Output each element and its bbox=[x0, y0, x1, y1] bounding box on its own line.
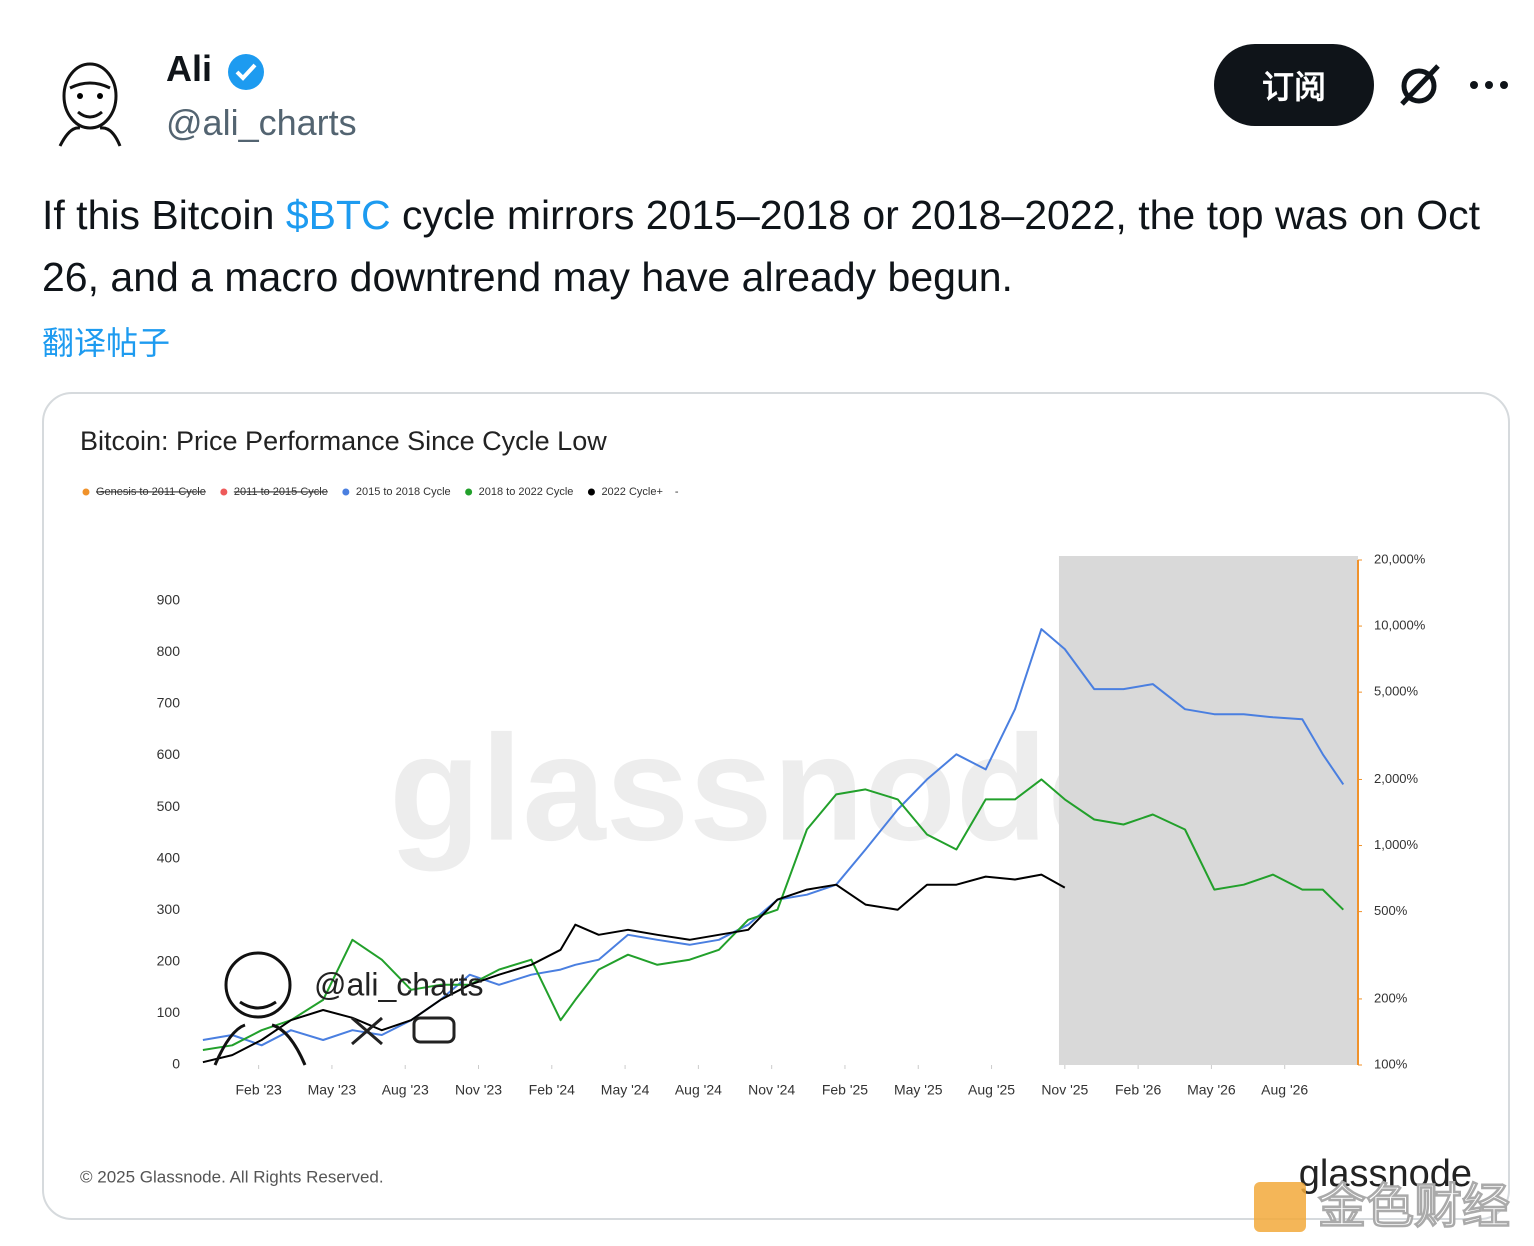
y-tick-label: 400 bbox=[157, 849, 181, 865]
series-line bbox=[202, 778, 1345, 1051]
y-tick-label: 100 bbox=[157, 1004, 181, 1020]
copyright: © 2025 Glassnode. All Rights Reserved. bbox=[80, 1167, 384, 1186]
legend-marker bbox=[82, 488, 90, 496]
y2-tick-label: 10,000% bbox=[1374, 618, 1426, 633]
image-card[interactable] bbox=[42, 392, 1510, 1220]
legend-marker bbox=[465, 488, 473, 496]
legend-entry[interactable]: Genesis to 2011 Cycle bbox=[96, 486, 206, 498]
x-tick-label: Aug '23 bbox=[382, 1082, 429, 1098]
user-name[interactable]: Ali bbox=[166, 48, 213, 89]
y2-tick-label: 500% bbox=[1374, 903, 1408, 918]
avatar[interactable] bbox=[40, 48, 150, 148]
y-tick-label: 700 bbox=[157, 695, 181, 711]
y2-tick-label: 100% bbox=[1374, 1056, 1408, 1071]
y2-tick-label: 2,000% bbox=[1374, 771, 1419, 786]
logo: glassnode bbox=[1299, 1153, 1472, 1195]
x-logo bbox=[351, 1016, 383, 1046]
translate-link[interactable]: 翻译帖子 bbox=[42, 325, 171, 361]
x-tick-label: Aug '25 bbox=[968, 1082, 1015, 1098]
x-tick-label: Feb '23 bbox=[236, 1082, 282, 1098]
legend-entry[interactable]: 2011 to 2015 Cycle bbox=[234, 486, 328, 498]
legend-marker bbox=[342, 488, 350, 496]
legend-entry[interactable]: 2015 to 2018 Cycle bbox=[356, 486, 451, 498]
x-tick-label: May '25 bbox=[894, 1082, 943, 1098]
verified-badge bbox=[228, 54, 264, 90]
y-tick-label: 600 bbox=[157, 746, 181, 762]
author-watermark-text: @ali_charts bbox=[314, 966, 483, 1002]
y2-tick-label: 200% bbox=[1374, 990, 1408, 1005]
more-icon[interactable] bbox=[1466, 72, 1512, 98]
legend-marker bbox=[220, 488, 228, 496]
x-tick-label: Nov '23 bbox=[455, 1082, 502, 1098]
x-tick-label: Feb '26 bbox=[1115, 1082, 1161, 1098]
x-tick-label: Nov '24 bbox=[748, 1082, 795, 1098]
author-watermark: @ali_charts bbox=[213, 951, 483, 1066]
x-tick-label: May '23 bbox=[308, 1082, 357, 1098]
x-tick-label: Feb '24 bbox=[529, 1082, 575, 1098]
watermark: glassnode bbox=[389, 704, 1131, 872]
x-tick-label: Feb '25 bbox=[822, 1082, 868, 1098]
avatar-sketch bbox=[213, 1000, 307, 1066]
y-tick-label: 900 bbox=[157, 591, 181, 607]
grok-icon[interactable] bbox=[1394, 60, 1444, 110]
legend-entry[interactable]: 2018 to 2022 Cycle bbox=[479, 486, 574, 498]
y-tick-label: 300 bbox=[157, 901, 181, 917]
x-tick-label: Nov '25 bbox=[1041, 1082, 1088, 1098]
subscribe-button[interactable]: 订阅 bbox=[1214, 44, 1374, 126]
y-tick-label: 200 bbox=[157, 953, 181, 969]
user-handle[interactable]: @ali_charts bbox=[166, 102, 357, 143]
yt-logo bbox=[412, 1016, 456, 1044]
x-tick-label: May '24 bbox=[601, 1082, 650, 1098]
text: cycle mirrors 2015–2018 or 2018–2022, th… bbox=[42, 192, 1481, 300]
cashtag[interactable]: $BTC bbox=[285, 192, 391, 238]
avatar-sketch bbox=[224, 951, 292, 1019]
site-watermark-icon bbox=[1254, 1182, 1306, 1232]
shaded-region bbox=[1058, 556, 1358, 1065]
x-tick-label: Aug '24 bbox=[675, 1082, 722, 1098]
y-tick-label: 0 bbox=[172, 1056, 180, 1072]
site-watermark: 金色财经 bbox=[1317, 1181, 1510, 1234]
y-tick-label: 500 bbox=[157, 798, 181, 814]
legend-trailer: - bbox=[675, 486, 679, 498]
y2-tick-label: 1,000% bbox=[1374, 837, 1419, 852]
chart-title: Bitcoin: Price Performance Since Cycle L… bbox=[80, 426, 607, 456]
legend-entry[interactable]: 2022 Cycle+ bbox=[601, 486, 662, 498]
y-tick-label: 800 bbox=[157, 643, 181, 659]
legend-marker bbox=[587, 488, 595, 496]
y2-tick-label: 5,000% bbox=[1374, 684, 1419, 699]
tweet-text: If this Bitcoin $BTC cycle mirrors 2015–… bbox=[42, 184, 1512, 308]
x-tick-label: Aug '26 bbox=[1261, 1082, 1308, 1098]
y2-tick-label: 20,000% bbox=[1374, 551, 1426, 566]
text: If this Bitcoin bbox=[42, 192, 286, 238]
x-tick-label: May '26 bbox=[1187, 1082, 1236, 1098]
